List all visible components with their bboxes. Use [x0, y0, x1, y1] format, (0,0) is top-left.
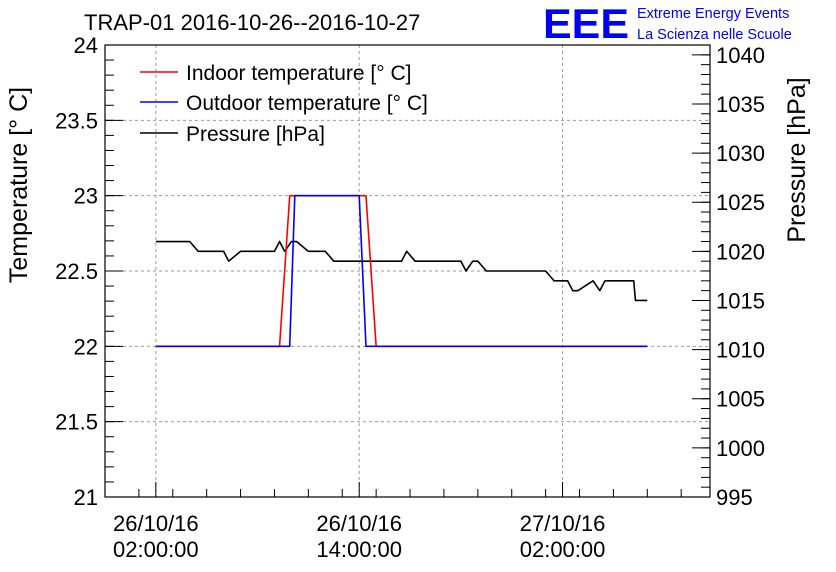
y2-tick-label: 1025 — [716, 190, 765, 215]
eee-logo-mark: EEE — [543, 0, 629, 47]
legend-label-indoor: Indoor temperature [° C] — [186, 62, 412, 85]
y2-tick-label: 995 — [716, 485, 753, 510]
x-tick-date: 27/10/16 — [520, 511, 606, 536]
y2-tick-label: 1020 — [716, 239, 765, 264]
x-tick-date: 26/10/16 — [316, 511, 402, 536]
axes: 21 21.5 22 22.5 23 23.5 24 995 1000 1005 1010 1015 1… — [55, 33, 765, 562]
y2-tick-label: 1005 — [716, 387, 765, 412]
y-tick-label: 21.5 — [55, 410, 98, 435]
y-tick-label: 23 — [74, 184, 98, 209]
y-tick-label: 21 — [74, 485, 98, 510]
x-tick-time: 14:00:00 — [316, 537, 402, 562]
y2-tick-label: 1000 — [716, 436, 765, 461]
x-tick-time: 02:00:00 — [520, 537, 606, 562]
eee-logo: EEE Extreme Energy Events La Scienza nel… — [543, 0, 792, 47]
chart-title: TRAP-01 2016-10-26--2016-10-27 — [84, 10, 420, 35]
eee-logo-line1: Extreme Energy Events — [637, 6, 789, 22]
legend-label-pressure: Pressure [hPa] — [186, 123, 325, 146]
series-outdoor-temperature — [155, 194, 648, 348]
y2-tick-label: 1030 — [716, 141, 765, 166]
legend-label-outdoor: Outdoor temperature [° C] — [186, 92, 428, 115]
y-tick-label: 24 — [74, 33, 98, 58]
y2-tick-label: 1010 — [716, 338, 765, 363]
y2-tick-label: 1040 — [716, 43, 765, 68]
series-pressure — [155, 240, 648, 302]
y2-tick-label: 1015 — [716, 288, 765, 313]
y-tick-label: 22.5 — [55, 259, 98, 284]
y-axis-label: Temperature [° C] — [5, 87, 33, 283]
y2-axis-label: Pressure [hPa] — [783, 77, 811, 242]
x-tick-date: 26/10/16 — [113, 511, 199, 536]
y-tick-label: 23.5 — [55, 108, 98, 133]
x-tick-time: 02:00:00 — [113, 537, 199, 562]
series-layer — [155, 194, 648, 348]
legend: Indoor temperature [° C] Outdoor tempera… — [140, 62, 428, 146]
y-tick-label: 22 — [74, 334, 98, 359]
eee-logo-line2: La Scienza nelle Scuole — [637, 27, 792, 43]
y2-tick-label: 1035 — [716, 92, 765, 117]
